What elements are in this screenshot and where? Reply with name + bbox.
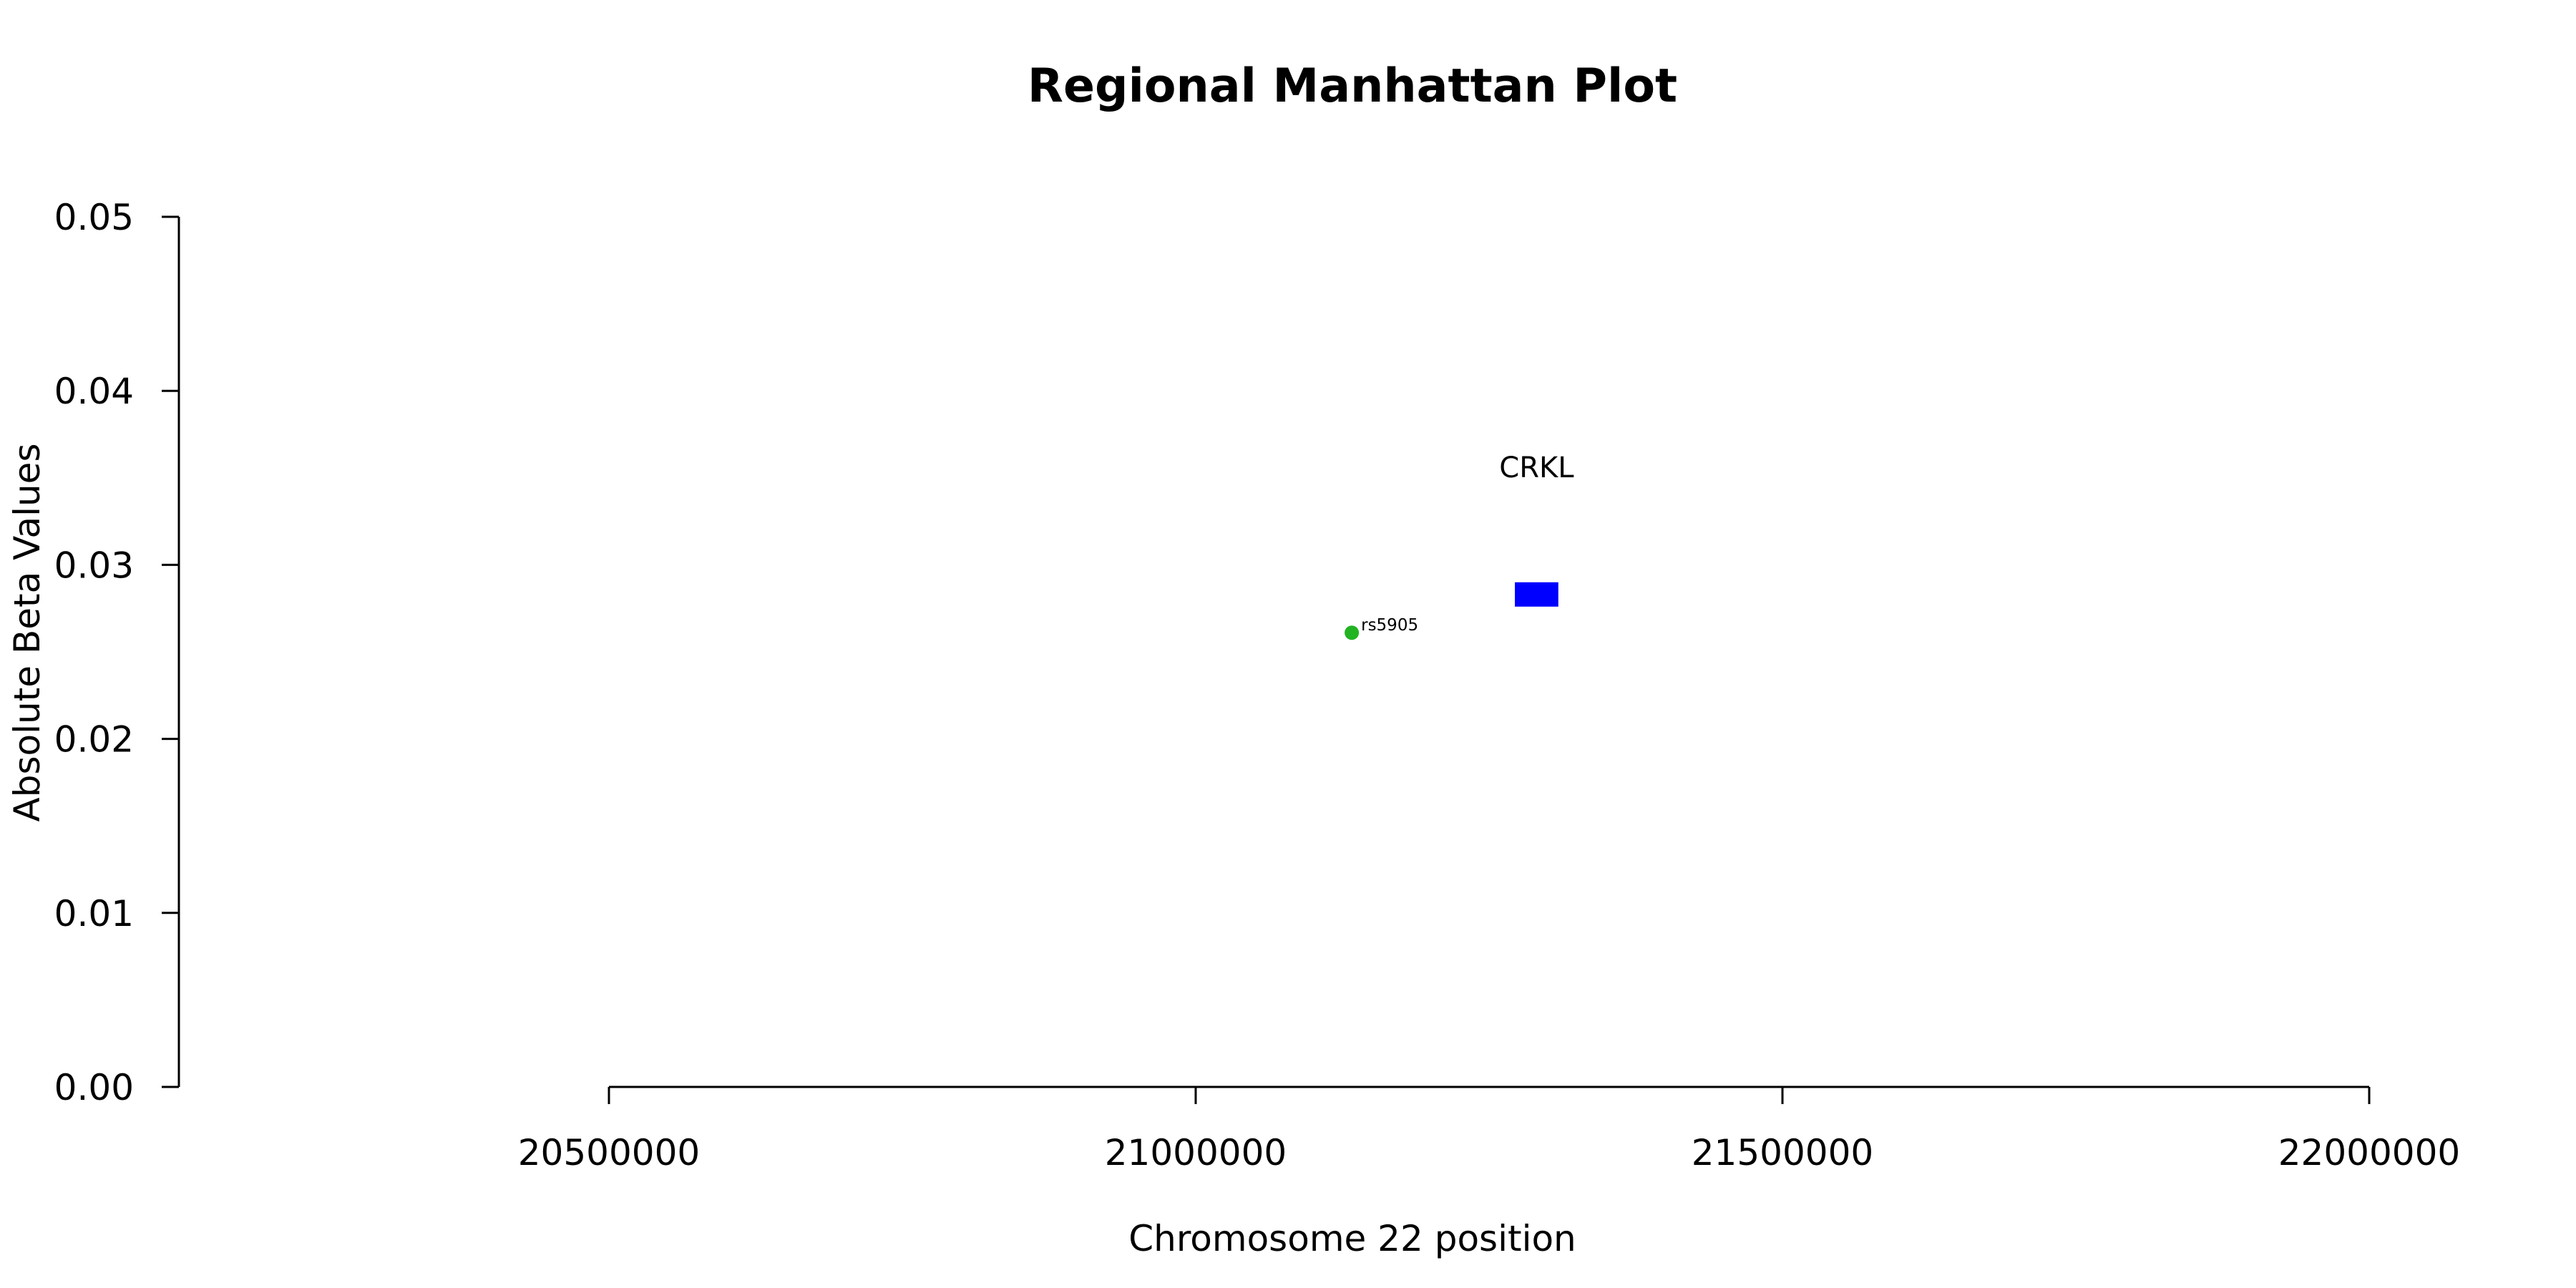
chart-title: Regional Manhattan Plot [1028,59,1677,113]
y-axis-label: Absolute Beta Values [6,444,48,822]
x-tick-label: 20500000 [518,1132,701,1174]
y-tick-label: 0.00 [54,1067,134,1108]
y-tick-label: 0.03 [54,545,134,586]
y-tick-label: 0.04 [54,371,134,412]
snp-points: rs5905 [1345,616,1418,640]
y-tick-label: 0.02 [54,719,134,761]
x-tick-label: 21500000 [1692,1132,1874,1174]
gene-track: CRKL [1499,452,1574,607]
gene-bar[interactable] [1515,582,1558,607]
snp-point[interactable] [1345,625,1360,640]
y-tick-label: 0.05 [54,197,134,238]
y-ticks: 0.00 0.01 0.02 0.03 0.04 0.05 [54,197,179,1108]
x-tick-label: 22000000 [2278,1132,2461,1174]
x-ticks: 20500000 21000000 21500000 22000000 [518,1087,2461,1174]
snp-label: rs5905 [1361,616,1418,635]
x-tick-label: 21000000 [1105,1132,1287,1174]
y-tick-label: 0.01 [54,893,134,935]
gene-label: CRKL [1499,452,1574,484]
x-axis-label: Chromosome 22 position [1128,1218,1576,1259]
